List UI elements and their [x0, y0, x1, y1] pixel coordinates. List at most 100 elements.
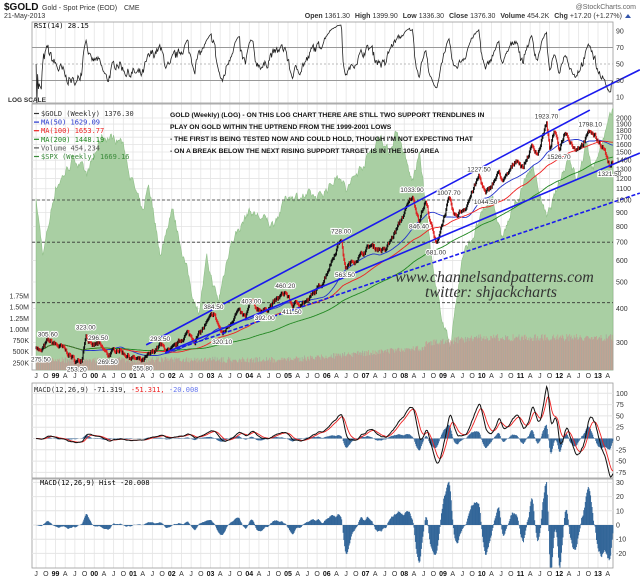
date-tick-label: 11 [517, 571, 525, 578]
volume-tick-label: 1.00M [10, 327, 30, 334]
date-tick-label: O [198, 571, 204, 578]
quote-summary: Open 1361.30 High 1399.90 Low 1336.30 Close… [305, 13, 622, 20]
date: 21-May-2013 [4, 13, 45, 20]
date-tick-label: A [605, 373, 610, 380]
price-label: 275.50 [31, 357, 51, 364]
date-tick-label: 04 [245, 373, 253, 380]
volume-tick-label: 250K [13, 360, 30, 367]
price-tick-label: 2000 [616, 115, 632, 122]
date-tick-label: J [344, 373, 348, 380]
date-tick-label: J [228, 373, 232, 380]
volume-tick-label: 1.25M [10, 316, 30, 323]
date-tick-label: A [295, 571, 300, 578]
rsi-line [35, 24, 614, 104]
price-label: 1923.70 [535, 114, 559, 121]
macd-tick-label: 100 [616, 391, 628, 398]
date-tick-label: A [567, 373, 572, 380]
date-tick-label: J [461, 373, 465, 380]
date-tick-label: J [189, 373, 193, 380]
rsi-trendline [558, 69, 640, 111]
date-tick-label: J [577, 571, 581, 578]
annotation-line: GOLD (Weekly) (LOG) - ON THIS LOG CHART … [170, 112, 485, 119]
date-tick-label: O [392, 373, 398, 380]
date-tick-label: O [159, 373, 165, 380]
hist-tick-label: 0 [616, 523, 620, 530]
macd-tick-label: -75 [616, 470, 626, 477]
date-tick-label: J [538, 373, 542, 380]
date-tick-label: O [237, 571, 243, 578]
date-tick-label: O [198, 373, 204, 380]
date-tick-label: 12 [555, 571, 563, 578]
low-label: Low [403, 13, 418, 20]
date-tick-label: O [469, 373, 475, 380]
date-tick-label: O [469, 571, 475, 578]
date-tick-label: A [102, 373, 107, 380]
date-tick-label: 07 [362, 571, 370, 578]
price-tick-label: 700 [616, 240, 628, 247]
date-tick-label: J [422, 571, 426, 578]
date-tick-label: J [73, 373, 77, 380]
date-tick-label: J [422, 373, 426, 380]
close-value: 1376.30 [470, 13, 495, 20]
date-tick-label: 06 [323, 373, 331, 380]
hist-tick-label: -20 [616, 551, 626, 558]
date-tick-label: O [43, 571, 49, 578]
high-value: 1399.90 [372, 13, 397, 20]
date-tick-label: 13 [594, 373, 602, 380]
price-label: 305.60 [38, 331, 58, 338]
price-tick-label: 1300 [616, 166, 632, 173]
price-tick-label: 500 [616, 280, 628, 287]
date-tick-label: J [151, 373, 155, 380]
price-tick-label: 1800 [616, 128, 632, 135]
date-tick-label: 03 [207, 373, 215, 380]
date-tick-label: A [295, 373, 300, 380]
rsi-tick-label: 70 [616, 45, 624, 52]
date-tick-label: J [538, 571, 542, 578]
date-tick-label: O [237, 373, 243, 380]
price-label: 1227.50 [467, 167, 491, 174]
log-scale-note: LOG SCALE [8, 97, 47, 104]
date-tick-label: 10 [478, 571, 486, 578]
trendline-first-support [164, 152, 640, 354]
date-tick-label: 05 [284, 571, 292, 578]
date-tick-label: J [34, 571, 38, 578]
watermark-twitter: twitter: shjackcharts [425, 284, 557, 301]
open-label: Open [305, 13, 323, 20]
date-tick-label: 01 [129, 373, 137, 380]
macd-tick-label: 75 [616, 402, 624, 409]
date-tick-label: O [392, 571, 398, 578]
date-tick-label: A [257, 571, 262, 578]
price-label: 846.40 [409, 224, 429, 231]
date-tick-label: J [267, 373, 271, 380]
date-tick-label: 08 [400, 373, 408, 380]
annotation-line: PLAY ON GOLD WITHIN THE UPTREND FROM THE… [170, 124, 392, 131]
date-tick-label: O [431, 571, 437, 578]
trendline-second-support [164, 192, 640, 354]
date-tick-label: O [159, 571, 165, 578]
macd-tick-label: 50 [616, 413, 624, 420]
legend-entry: $SPX (Weekly) 1669.16 [41, 153, 130, 161]
price-label: 411.50 [282, 309, 302, 316]
rsi-legend: RSI(14) 28.15 [34, 22, 89, 30]
macd-signal-line [36, 396, 614, 472]
price-annotations: 305.60 275.50 253.20 323.00 296.50 269.50 255.… [30, 112, 623, 374]
date-tick-label: 05 [284, 373, 292, 380]
date-tick-label: O [314, 571, 320, 578]
date-tick-label: A [489, 373, 494, 380]
date-tick-label: J [461, 571, 465, 578]
annotation-text: GOLD (Weekly) (LOG) - ON THIS LOG CHART … [170, 112, 485, 155]
price-tick-label: 1600 [616, 142, 632, 149]
date-tick-label: 00 [90, 571, 98, 578]
date-tick-label: A [567, 571, 572, 578]
legend-entry: MA(200) 1448.19 [41, 136, 104, 144]
price-tick-label: 1900 [616, 122, 632, 129]
trendlines [145, 109, 640, 354]
ma200-line [35, 156, 614, 352]
price-tick-label: 1700 [616, 135, 632, 142]
symbol: $GOLD [4, 2, 38, 13]
hist-tick-label: 20 [616, 494, 624, 501]
date-tick-label: A [528, 571, 533, 578]
price-tick-label: 300 [616, 340, 628, 347]
date-tick-label: J [267, 571, 271, 578]
